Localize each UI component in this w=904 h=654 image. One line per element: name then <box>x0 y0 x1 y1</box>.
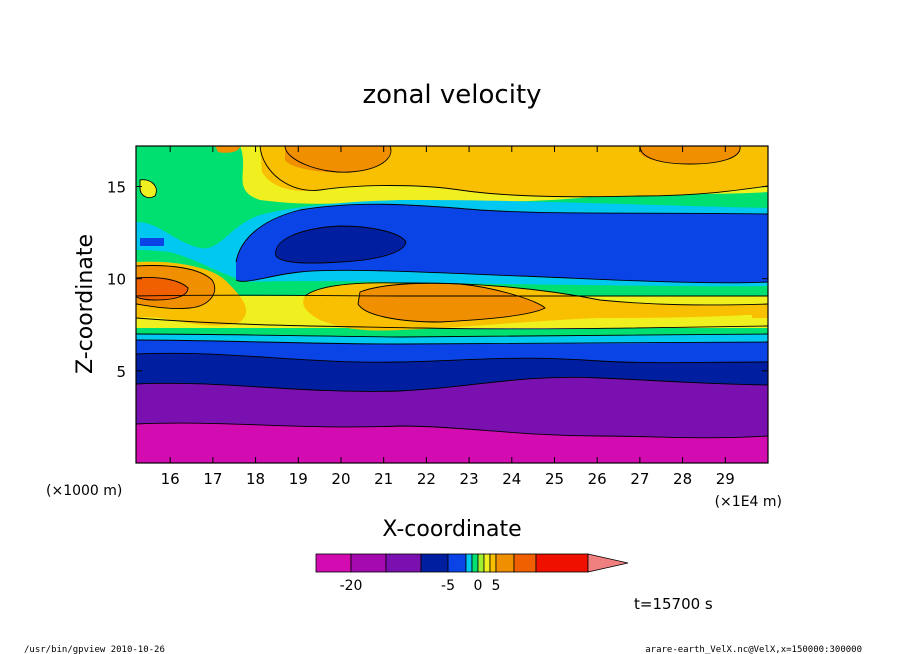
chart-title: zonal velocity <box>362 80 541 110</box>
colorbar-segment <box>535 553 589 573</box>
x-tick-label: 28 <box>673 470 692 488</box>
x-tick-label: 17 <box>203 470 222 488</box>
region-navy-core <box>275 226 406 264</box>
colorbar-segment <box>420 553 449 573</box>
y-axis-label: Z-coordinate <box>73 234 98 374</box>
colorbar-segment <box>489 553 497 573</box>
footer-left: /usr/bin/gpview 2010-10-26 <box>24 645 165 654</box>
colorbar-segment <box>350 553 387 573</box>
region-blue-strip-left <box>140 238 164 246</box>
y-tick-label: 10 <box>107 271 126 289</box>
region-orange-dot <box>215 146 240 153</box>
y-tick-label: 15 <box>107 179 126 197</box>
region-green-topleft <box>136 146 245 213</box>
plot-frame <box>135 145 769 464</box>
region-orange-lowmid <box>358 283 545 322</box>
region-gold-right-edge <box>752 308 768 318</box>
colorbar-segment <box>315 553 352 573</box>
plot-area <box>136 146 768 463</box>
colorbar-label: -20 <box>340 578 363 594</box>
x-tick-label: 21 <box>374 470 393 488</box>
x-tick-label: 20 <box>331 470 350 488</box>
x-tick-label: 24 <box>502 470 521 488</box>
x-tick-label: 18 <box>246 470 265 488</box>
x-tick-label: 29 <box>716 470 735 488</box>
region-orange-top-right <box>640 146 741 164</box>
region-orange-top-left <box>285 146 391 173</box>
x-axis-ticks: 16 17 18 19 20 21 22 23 24 25 26 27 28 29 <box>161 146 735 488</box>
colorbar-segment <box>471 553 479 573</box>
region-yellow-pocket <box>140 179 157 198</box>
band-green-low <box>136 318 768 337</box>
colorbar-segment <box>477 553 485 573</box>
region-red-lowleft <box>136 277 188 300</box>
colorbar-label: -5 <box>441 578 455 594</box>
x-unit-right: (×1E4 m) <box>715 494 782 510</box>
colorbar-segment <box>513 553 537 573</box>
x-tick-label: 19 <box>289 470 308 488</box>
region-blue-jet <box>236 204 768 283</box>
x-unit-left: (×1000 m) <box>46 483 122 499</box>
y-axis-ticks: 5 10 15 <box>107 179 768 381</box>
colorbar-segment <box>465 553 473 573</box>
time-label: t=15700 s <box>634 595 713 613</box>
colorbar: -20 -5 0 5 <box>315 553 629 594</box>
colorbar-label: 0 <box>474 578 483 594</box>
contour-lines <box>136 146 768 439</box>
colorbar-label: 5 <box>492 578 501 594</box>
colorbar-segment <box>447 553 467 573</box>
colorbar-segment <box>495 553 515 573</box>
x-axis-label: X-coordinate <box>382 517 521 542</box>
y-tick-label: 5 <box>116 363 126 381</box>
colorbar-segment <box>385 553 422 573</box>
colorbar-segment <box>483 553 491 573</box>
band-purple <box>136 375 768 438</box>
colorbar-extend-arrow <box>587 553 629 573</box>
x-tick-label: 22 <box>417 470 436 488</box>
x-tick-label: 27 <box>630 470 649 488</box>
x-tick-label: 26 <box>588 470 607 488</box>
footer-right: arare-earth_VelX.nc@VelX,x=150000:300000 <box>645 645 862 654</box>
x-tick-label: 16 <box>161 470 180 488</box>
x-tick-label: 23 <box>460 470 479 488</box>
x-tick-label: 25 <box>545 470 564 488</box>
